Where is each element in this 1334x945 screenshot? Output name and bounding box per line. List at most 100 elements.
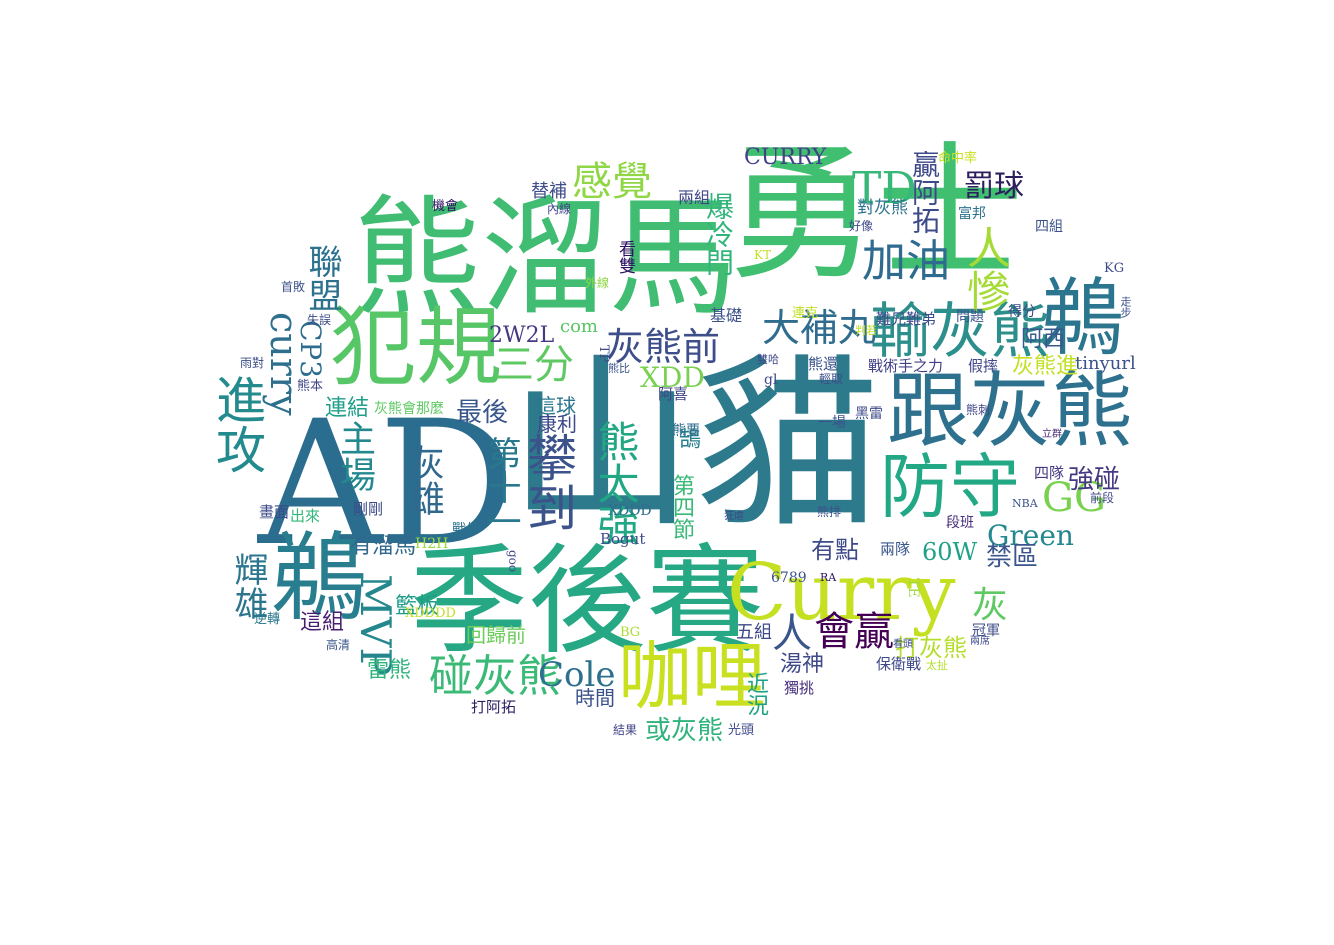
word-huiguiqian: 回歸前: [466, 623, 526, 647]
word-td: TD: [852, 163, 917, 214]
word-zuihou: 最後: [456, 398, 509, 428]
word-xiongyao: 熊要: [672, 423, 700, 439]
word-jihousai: 季後賽: [410, 532, 765, 670]
word-xdd: XDD: [640, 361, 705, 394]
word-hui: 灰: [972, 585, 1009, 626]
word-baoweizhan: 保衛戰: [876, 655, 922, 673]
word-xdddd: XDDDD: [405, 606, 456, 621]
word-xiongtaiqiang: 熊太強: [591, 420, 640, 546]
word-tp: TP: [596, 345, 611, 363]
word-shuhuixiong: 輸灰熊: [870, 297, 1050, 367]
word-curry-vert: curry: [262, 312, 306, 416]
word-jichu: 基礎: [710, 306, 743, 325]
word-dabuwan: 大補丸: [762, 306, 877, 350]
word-kt: KT: [754, 248, 771, 262]
word-huixiongqian: 灰熊前: [606, 325, 721, 369]
word-gg: GG: [1042, 475, 1106, 521]
word-liangzu: 兩組: [678, 188, 711, 207]
word-ti-a: 鵜: [1040, 269, 1125, 367]
word-waixian: 外線: [585, 276, 610, 290]
word-ganjue: 感覺: [572, 159, 652, 205]
word-dahuixiong: 打灰熊: [895, 634, 967, 662]
word-curry-big: Curry: [727, 548, 956, 638]
word-ren: 人: [772, 611, 812, 657]
word-kg: KG: [1104, 261, 1125, 276]
word-mvp: MVP: [351, 574, 400, 676]
word-nba: NBA: [1012, 497, 1038, 510]
word-zheqiu: 這球: [536, 394, 576, 418]
word-duanban: 段班: [946, 515, 974, 531]
word-2w2l: 2W2L: [489, 323, 555, 348]
word-ti-b: 鵜: [271, 522, 367, 634]
word-jinqu: 禁區: [986, 542, 1039, 572]
word-curry-caps: CURRY: [744, 145, 827, 170]
word-yichang: 一場: [818, 415, 846, 431]
word-bogut: Bogut: [600, 530, 646, 548]
word-leixiong: 雷熊: [367, 658, 412, 683]
word-lianjie: 連結: [325, 396, 370, 421]
word-jiashuai: 假摔: [968, 357, 999, 375]
word-kangli: 康利: [537, 412, 577, 436]
word-yongshi: 勇士: [728, 128, 1024, 300]
word-huixionghui: 灰熊會那麼: [374, 401, 444, 417]
word-daatuo: 打阿拓: [471, 698, 517, 716]
word-haoxiang: 好像: [849, 219, 874, 233]
word-huiying: 會贏: [814, 609, 894, 655]
word-kuangnve: 狂虐: [724, 511, 744, 522]
word-cp3: CP3: [294, 320, 327, 379]
word-fangshou: 防守: [880, 446, 1020, 528]
word-shijian: 時間: [575, 686, 615, 710]
word-shiwu: 失誤: [307, 313, 332, 327]
word-te: TE: [905, 578, 921, 598]
word-jihui: 機會: [432, 199, 459, 214]
word-qianduan: 前段: [1090, 491, 1115, 505]
word-fangui: 犯規: [330, 298, 502, 398]
word-defen: 得分: [1008, 304, 1036, 320]
word-tinyurl: tinyurl: [1075, 353, 1136, 374]
word-xiongpai: 熊排: [817, 505, 842, 519]
word-neixian: 內線: [547, 202, 572, 216]
word-xiongbi: 熊比: [608, 362, 630, 375]
word-lanban: 籃板: [395, 594, 440, 619]
word-huamian: 畫面: [259, 503, 290, 521]
word-huixiong-b: 輝雄: [228, 552, 268, 620]
word-youdian: 有點: [811, 536, 859, 564]
word-kanshuang: 看雙: [615, 240, 635, 274]
word-heilei: 黑雷: [855, 406, 883, 422]
word-lianke: 連克: [792, 306, 819, 321]
word-gali: 咖哩: [618, 634, 766, 720]
word-pandao: 攀到: [519, 432, 577, 532]
word-green: Green: [987, 519, 1074, 552]
word-cole: Cole: [538, 655, 616, 695]
word-lianmeng: 聯盟: [302, 244, 342, 312]
word-dishiyi: 第十一: [481, 436, 521, 538]
word-zhezu: 這組: [300, 610, 345, 635]
word-60w: 60W: [922, 538, 978, 566]
word-sanfen: 三分: [494, 342, 574, 388]
word-bg: BG: [620, 625, 641, 640]
word-huixiong2: 灰雄: [403, 444, 444, 516]
word-h2h: H2H: [415, 536, 449, 552]
word-xiongben: 熊本: [297, 379, 324, 394]
word-sizu: 四組: [1035, 219, 1063, 235]
word-ganggang: 剛剛: [353, 500, 384, 518]
word-jinkuang: 近況: [743, 672, 768, 716]
word-shoubai: 首敗: [281, 280, 306, 294]
word-baolengmen: 爆冷門: [702, 192, 735, 276]
word-xiongliuma: 熊溜馬: [353, 184, 738, 333]
word-shuangha: 雙哈: [757, 353, 779, 366]
word-gl: gl: [764, 372, 778, 388]
word-rencan: 人慘: [959, 225, 1010, 313]
word-penghuixiong: 碰灰熊: [429, 651, 561, 702]
word-shanmao: 山貓: [508, 336, 881, 553]
word-zhanwai: 戰外: [452, 522, 480, 538]
word-mingzhonglv: 命中率: [938, 151, 978, 166]
word-liqun: 立群: [1042, 429, 1062, 440]
word-jingong: 進攻: [208, 374, 266, 474]
word-duihuixiong: 對灰熊: [857, 198, 908, 218]
word-goo: goo: [506, 550, 520, 573]
word-nizhuan: 逆轉: [254, 612, 281, 627]
word-dutiao: 獨挑: [784, 679, 815, 697]
word-ad: AD: [258, 383, 516, 584]
word-6789: 6789: [771, 570, 807, 586]
